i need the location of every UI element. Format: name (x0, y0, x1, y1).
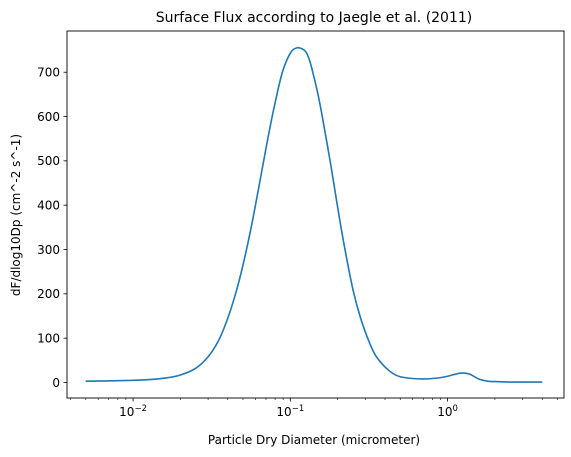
y-tick-label: 500 (37, 154, 60, 168)
series-line (85, 46, 543, 383)
y-tick-label: 600 (37, 110, 60, 124)
x-axis-minor-ticks (70, 398, 558, 400)
x-tick-label: 10−1 (276, 404, 304, 419)
y-axis-ticks: 0 100 200 300 400 500 600 700 (37, 66, 67, 390)
axes-frame (66, 30, 565, 399)
x-tick-label: 10−2 (119, 404, 147, 419)
plot-area (85, 46, 543, 383)
y-tick-label: 700 (37, 66, 60, 80)
chart-title: Surface Flux according to Jaegle et al. … (156, 10, 473, 26)
y-tick-label: 400 (37, 198, 60, 212)
x-axis-ticks: 10−2 10−1 100 (119, 398, 458, 419)
x-tick-label: 100 (437, 404, 458, 419)
y-tick-label: 200 (37, 287, 60, 301)
y-tick-label: 100 (37, 331, 60, 345)
y-axis-label: dF/dlog10Dp (cm^-2 s^-1) (9, 134, 23, 296)
y-tick-label: 0 (52, 376, 60, 390)
x-axis-label: Particle Dry Diameter (micrometer) (208, 433, 420, 447)
y-tick-label: 300 (37, 243, 60, 257)
